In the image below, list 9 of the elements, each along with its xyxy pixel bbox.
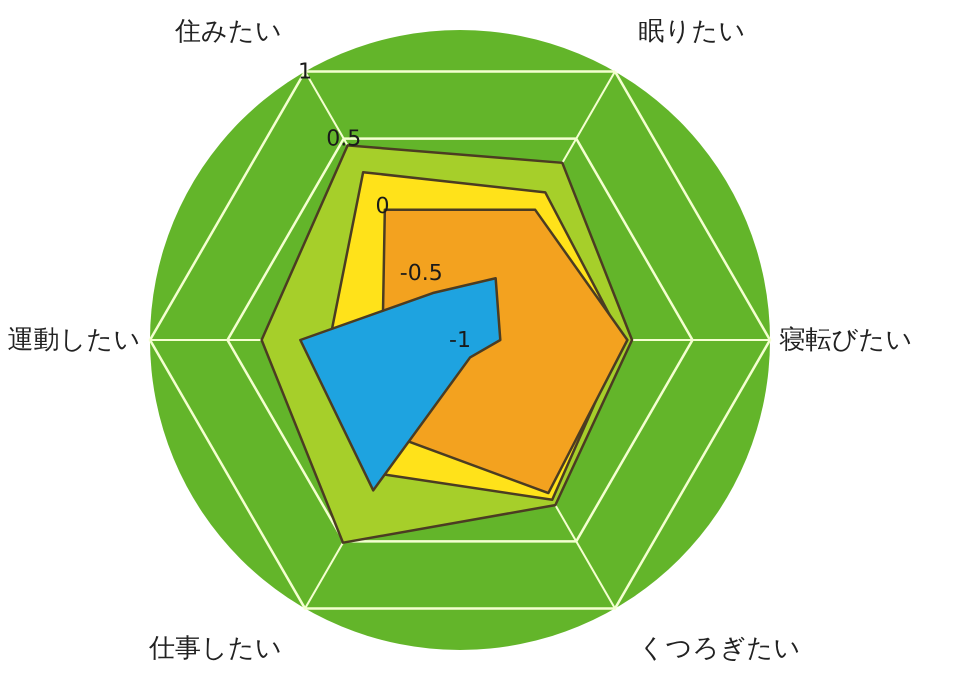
spoke-label: 眠りたい <box>638 16 746 46</box>
y-tick-label: -0.5 <box>400 260 443 286</box>
spoke-label: くつろぎたい <box>638 634 800 664</box>
spoke-label: 住みたい <box>174 16 282 46</box>
spoke-label: 仕事したい <box>148 634 282 664</box>
spoke-label: 運動したい <box>8 325 141 355</box>
spoke-label: 寝転びたい <box>779 325 912 355</box>
y-tick-label: -1 <box>449 328 471 353</box>
y-tick-label: 0 <box>376 194 390 219</box>
